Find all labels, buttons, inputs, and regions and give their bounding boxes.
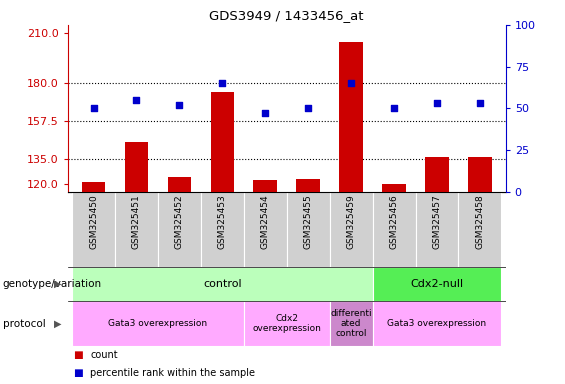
Text: ▶: ▶ (54, 318, 62, 329)
Text: differenti
ated
control: differenti ated control (331, 309, 372, 338)
Point (132, 97, 141, 103)
Bar (329, 301, 372, 346)
Bar (158, 192, 201, 267)
Text: count: count (90, 350, 118, 360)
Bar (115, 192, 158, 267)
Bar (425, 157, 449, 192)
Text: GSM325458: GSM325458 (475, 194, 484, 249)
Bar (168, 177, 191, 192)
Text: ▶: ▶ (54, 279, 62, 289)
Bar (72, 192, 115, 267)
Point (475, 100, 484, 106)
Text: Gata3 overexpression: Gata3 overexpression (108, 319, 207, 328)
Text: GSM325450: GSM325450 (89, 194, 98, 249)
Point (175, 102, 184, 108)
Text: Cdx2-null: Cdx2-null (410, 279, 463, 289)
Point (389, 106, 398, 112)
Bar (211, 92, 234, 192)
Bar (244, 301, 329, 346)
Bar (244, 192, 287, 267)
Bar (468, 157, 492, 192)
Bar (72, 301, 244, 346)
Text: GSM325457: GSM325457 (432, 194, 441, 249)
Text: control: control (203, 279, 242, 289)
Text: protocol: protocol (3, 318, 46, 329)
Bar (82, 182, 105, 192)
Text: GSM325459: GSM325459 (347, 194, 355, 249)
Text: genotype/variation: genotype/variation (3, 279, 102, 289)
Bar (458, 192, 501, 267)
Bar (372, 301, 501, 346)
Bar (287, 192, 329, 267)
Bar (372, 267, 501, 301)
Bar (297, 179, 320, 192)
Bar (254, 180, 277, 192)
Text: GSM325454: GSM325454 (261, 194, 270, 249)
Text: ■: ■ (73, 350, 83, 360)
Title: GDS3949 / 1433456_at: GDS3949 / 1433456_at (210, 9, 364, 22)
Point (89, 106, 98, 112)
Bar (201, 192, 244, 267)
Point (218, 80, 227, 86)
Point (261, 111, 270, 117)
Text: GSM325452: GSM325452 (175, 194, 184, 249)
Bar (383, 184, 406, 192)
Text: GSM325453: GSM325453 (218, 194, 227, 249)
Text: GSM325451: GSM325451 (132, 194, 141, 249)
Text: GSM325455: GSM325455 (304, 194, 312, 249)
Point (432, 100, 441, 106)
Text: Cdx2
overexpression: Cdx2 overexpression (253, 314, 321, 333)
Bar (372, 192, 415, 267)
Point (346, 80, 355, 86)
Point (303, 106, 312, 112)
Text: ■: ■ (73, 368, 83, 378)
Text: GSM325456: GSM325456 (389, 194, 398, 249)
Bar (329, 192, 372, 267)
Bar (340, 42, 363, 192)
Text: Gata3 overexpression: Gata3 overexpression (388, 319, 486, 328)
Bar (415, 192, 458, 267)
Bar (125, 142, 148, 192)
Text: percentile rank within the sample: percentile rank within the sample (90, 368, 255, 378)
Bar (72, 267, 372, 301)
